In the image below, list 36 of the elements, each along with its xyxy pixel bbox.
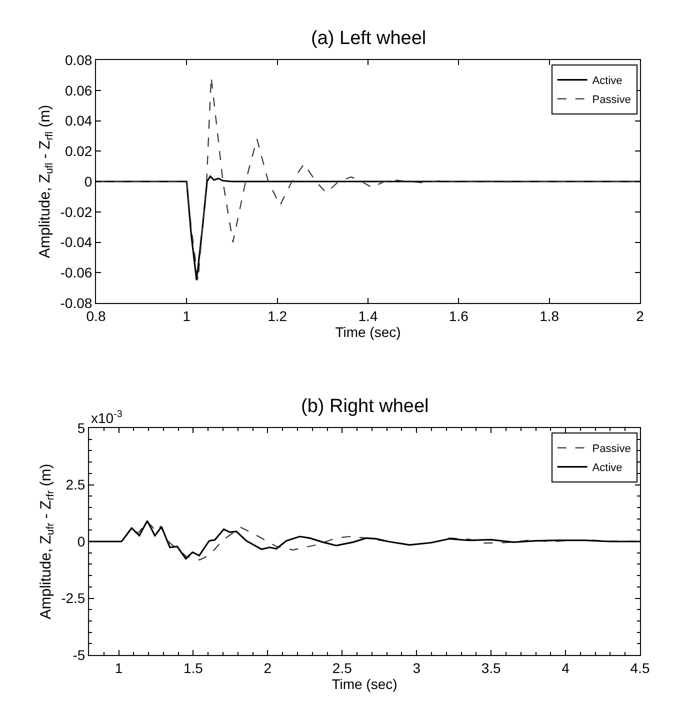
- y-tick-label: 0.06: [64, 82, 92, 98]
- x-tick-label: 1: [182, 308, 191, 324]
- legend-label: Active: [592, 462, 622, 474]
- x-tick-label: 1.5: [184, 660, 204, 676]
- y-tick-label: -0.06: [60, 264, 92, 281]
- y-tick-label: 0.04: [64, 112, 92, 129]
- chart-title: (a) Left wheel: [311, 28, 426, 49]
- y-tick-label: -2.5: [61, 590, 86, 606]
- x-axis-title: Time (sec): [332, 676, 398, 692]
- y-tick-label: 0: [77, 533, 86, 550]
- x-tick-label: 4.5: [630, 660, 650, 676]
- y-tick-label: 2.5: [66, 476, 86, 493]
- x-tick-label: 1.6: [448, 308, 469, 324]
- x-tick-label: 1.4: [358, 308, 378, 324]
- x-tick-label: 3.5: [481, 660, 502, 676]
- x-tick-label: 1.2: [268, 308, 288, 324]
- y-tick-label: -0.02: [60, 204, 92, 220]
- x-tick-label: 4: [562, 660, 570, 676]
- x-tick-label: 2.5: [332, 660, 352, 676]
- text: x10$^{-3}$: [91, 409, 123, 426]
- y-tick-label: 5: [77, 420, 86, 436]
- x-tick-label: 3: [412, 660, 421, 676]
- chart-title: (b) Right wheel: [301, 396, 429, 417]
- y-tick-label: 0: [84, 173, 92, 190]
- x-tick-label: 2: [636, 308, 644, 324]
- y-tick-label: 0.08: [64, 52, 92, 68]
- x-tick-label: 1.8: [540, 308, 560, 324]
- y-tick-label: -0.04: [60, 234, 92, 250]
- legend-label: Passive: [592, 443, 631, 456]
- legend-label: Passive: [592, 94, 631, 106]
- x-axis-title: Time (sec): [335, 324, 401, 340]
- y-tick-label: 0.02: [64, 143, 92, 160]
- x-tick-label: 1: [114, 660, 123, 676]
- x-tick-label: 2: [264, 660, 272, 676]
- legend-label: Active: [592, 75, 622, 88]
- y-tick-label: -5: [72, 646, 86, 663]
